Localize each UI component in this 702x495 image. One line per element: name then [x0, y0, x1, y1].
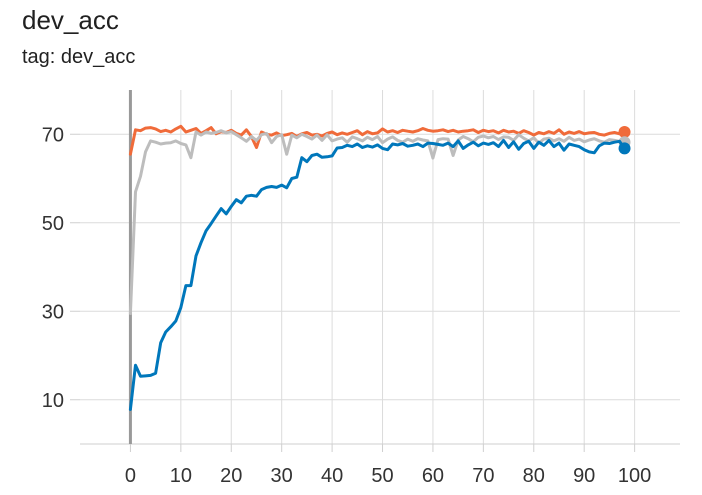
x-tick-label-40: 40: [321, 465, 343, 487]
x-tick-label-80: 80: [523, 465, 545, 487]
x-tick-label-60: 60: [422, 465, 444, 487]
x-tick-label-50: 50: [371, 465, 393, 487]
y-tick-label-50: 50: [42, 213, 64, 235]
series-end-marker-3: [618, 142, 631, 155]
series-line-2: [128, 129, 626, 315]
x-tick-label-10: 10: [170, 465, 192, 487]
series-line-3: [128, 138, 626, 411]
y-tick-label-30: 30: [42, 301, 64, 323]
x-tick-label-70: 70: [472, 465, 494, 487]
series-end-marker-1: [618, 126, 631, 139]
chart-tag-label: tag: dev_acc: [22, 46, 136, 68]
x-tick-label-100: 100: [618, 465, 651, 487]
x-tick-label-90: 90: [573, 465, 595, 487]
x-tick-label-0: 0: [125, 465, 136, 487]
x-tick-label-30: 30: [271, 465, 293, 487]
x-tick-label-20: 20: [220, 465, 242, 487]
y-tick-label-10: 10: [42, 390, 64, 412]
series-line-1: [128, 124, 626, 156]
y-tick-label-70: 70: [42, 124, 64, 146]
chart-title: dev_acc: [22, 5, 119, 35]
tick-labels: 10 30 50 70 0 10 20 30 40 50 60 70 80 90 100: [42, 124, 652, 487]
series-lines: [128, 124, 631, 411]
